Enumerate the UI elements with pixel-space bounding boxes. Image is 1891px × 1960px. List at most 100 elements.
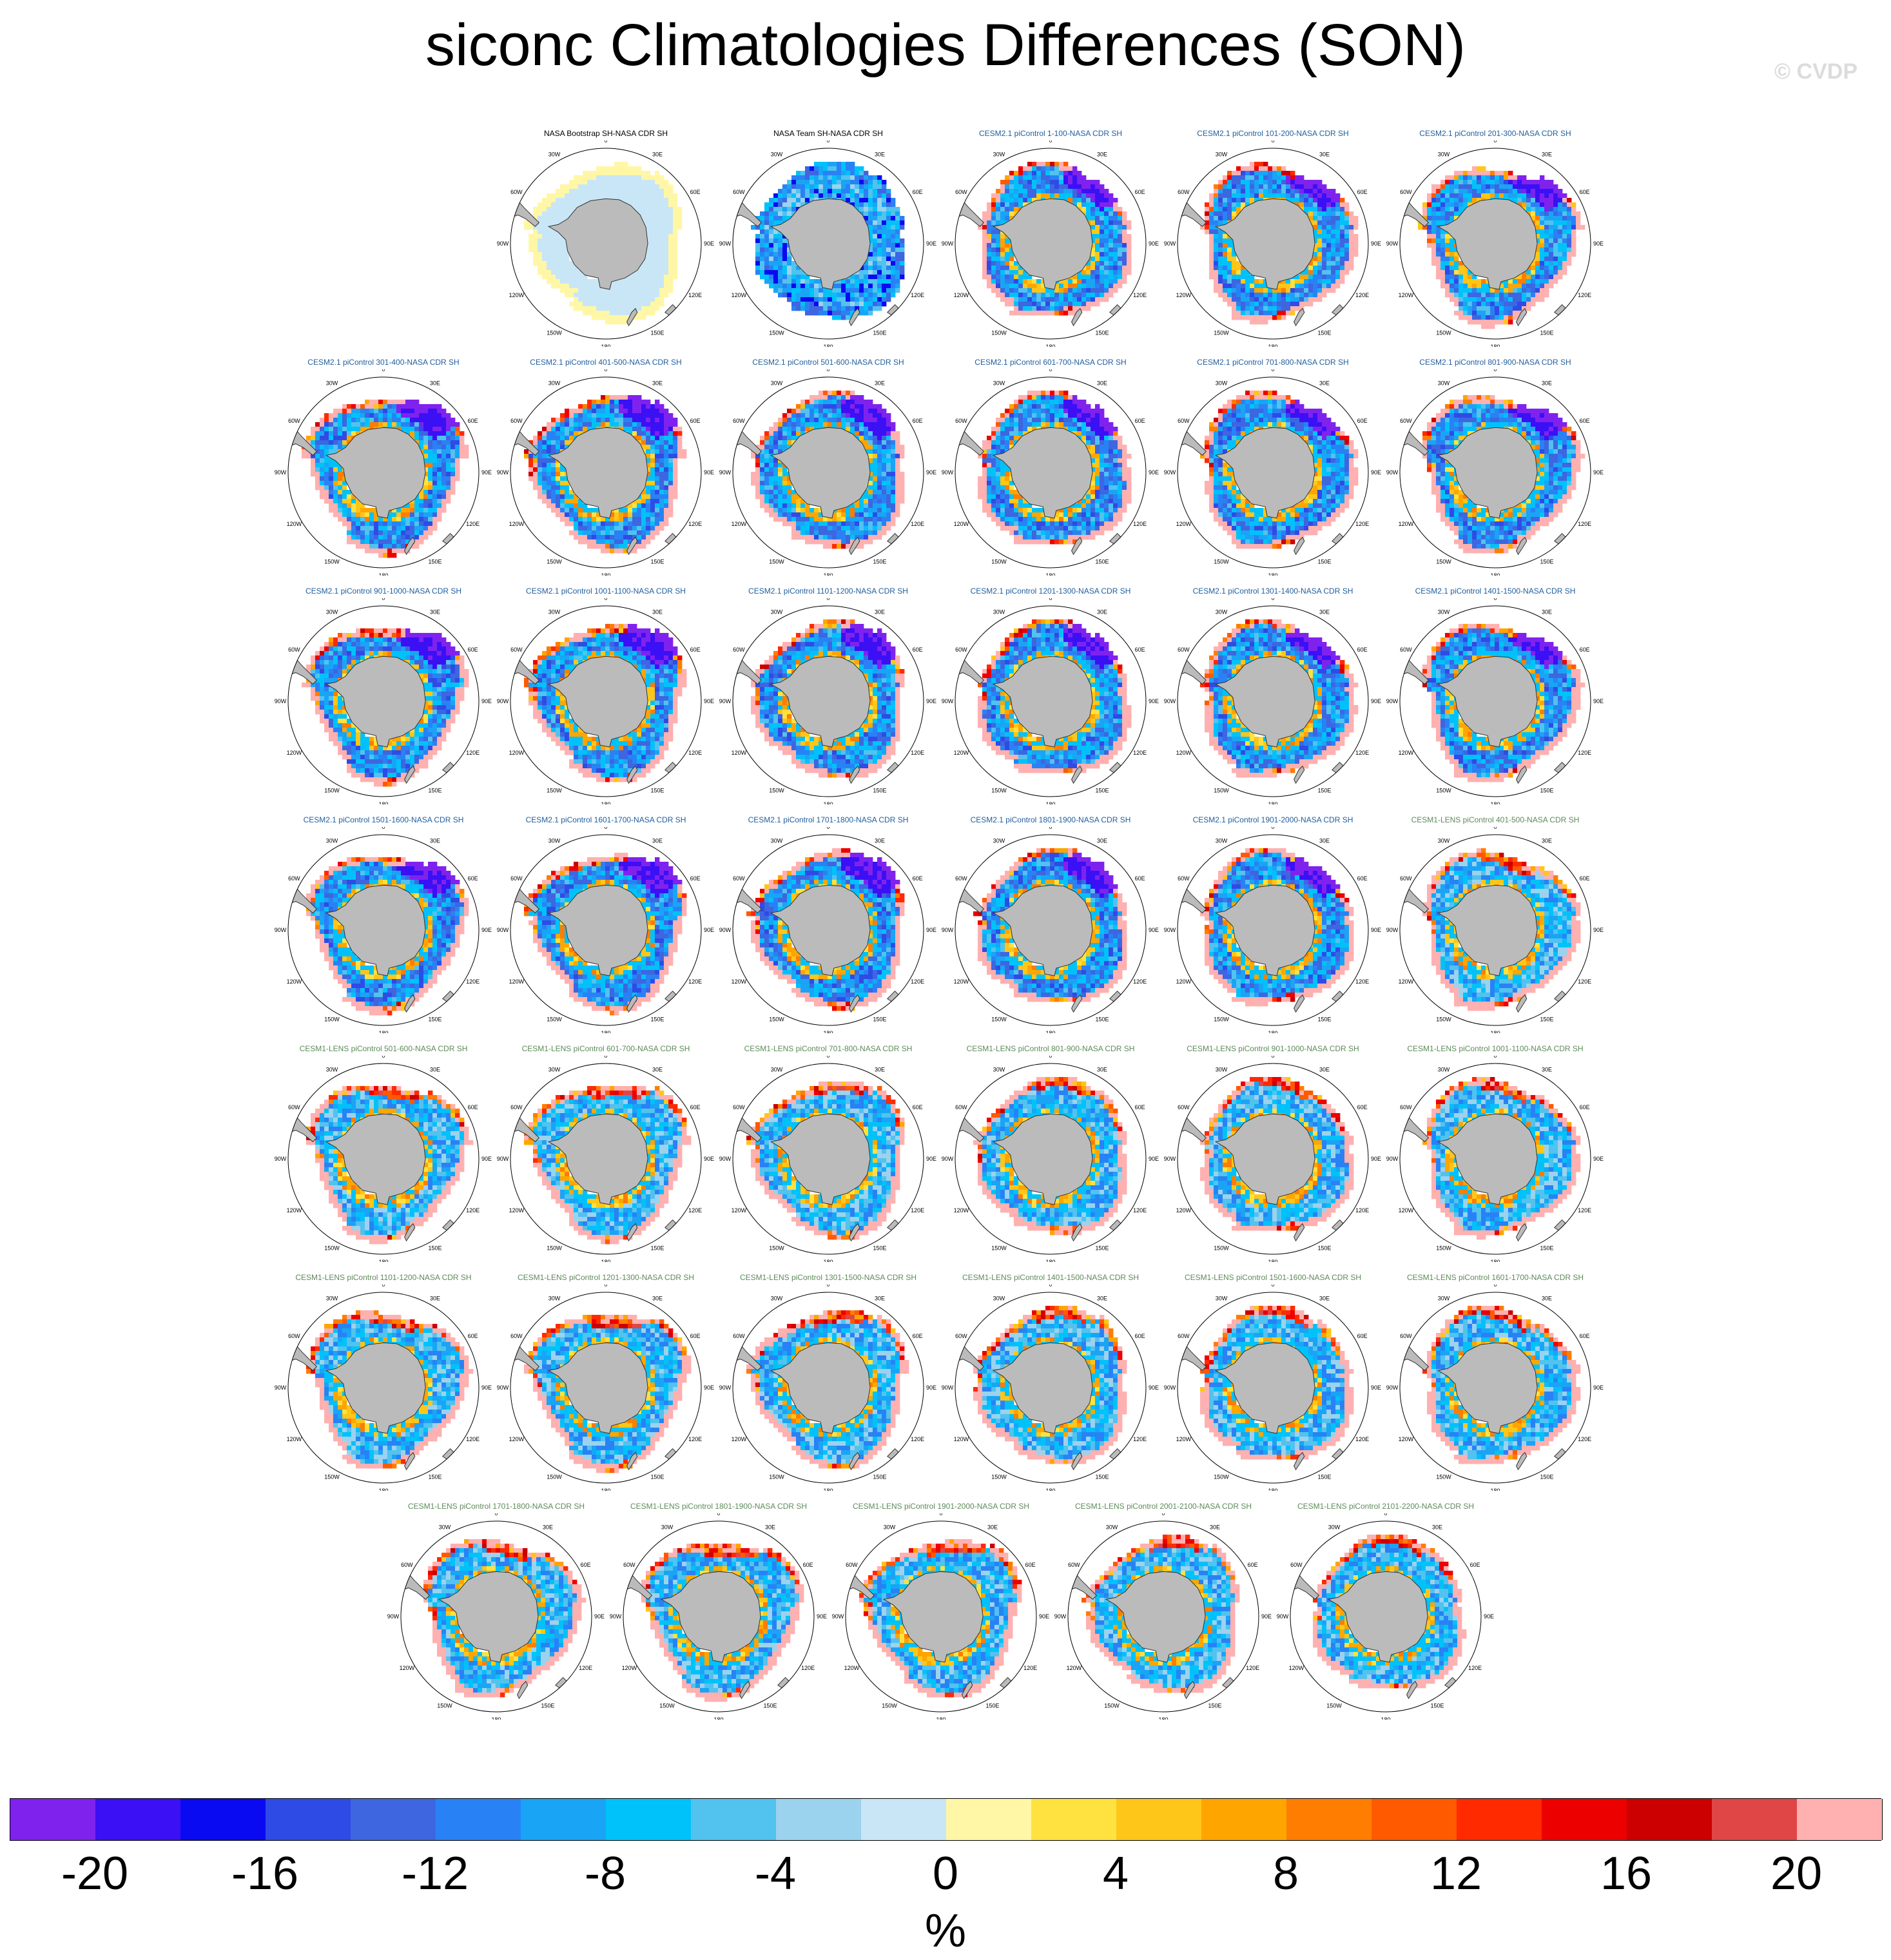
ice-cell (446, 494, 451, 500)
ice-cell (374, 517, 379, 522)
ice-cell (374, 539, 379, 545)
ice-cell (1214, 189, 1219, 194)
ice-cell (1495, 293, 1500, 298)
ice-cell (338, 512, 343, 518)
ice-cell (877, 288, 882, 293)
ice-cell (455, 431, 460, 436)
ice-cell (451, 454, 456, 459)
ice-cell (1113, 238, 1118, 244)
ice-cell (1250, 162, 1255, 167)
ice-cell (565, 503, 570, 509)
ice-cell (338, 427, 343, 432)
ice-cell (423, 472, 429, 477)
ice-cell (1245, 297, 1250, 302)
ice-cell (1014, 207, 1019, 212)
ice-cell (855, 297, 860, 302)
ice-cell (338, 472, 343, 477)
ice-cell (1005, 302, 1010, 307)
ice-cell (619, 315, 624, 320)
ice-cell (592, 508, 597, 513)
ice-cell (565, 275, 570, 280)
ice-cell (342, 436, 347, 441)
ice-cell (1236, 171, 1241, 176)
ice-cell (641, 293, 646, 298)
ice-cell (1431, 238, 1437, 244)
ice-cell (991, 198, 996, 203)
longitude-label: 60E (1357, 189, 1368, 195)
ice-cell (1032, 302, 1037, 307)
ice-cell (1440, 238, 1446, 244)
ice-cell (1331, 270, 1336, 275)
ice-cell (423, 467, 429, 472)
ice-cell (1036, 279, 1042, 284)
ice-cell (1468, 306, 1473, 311)
ice-cell (578, 189, 583, 194)
ice-cell (1508, 311, 1513, 316)
ice-cell (1005, 216, 1010, 221)
ice-cell (623, 395, 628, 400)
ice-cell (542, 252, 547, 257)
ice-cell (655, 512, 660, 518)
ice-cell (1254, 293, 1259, 298)
ice-cell (1290, 297, 1295, 302)
ice-cell (1113, 211, 1118, 217)
ice-cell (333, 494, 338, 500)
ice-cell (1535, 180, 1540, 185)
ice-cell (1209, 261, 1214, 266)
ice-cell (1095, 297, 1100, 302)
ice-cell (646, 490, 651, 495)
ice-cell (991, 220, 996, 226)
ice-cell (1009, 288, 1014, 293)
ice-cell (655, 243, 660, 248)
ice-cell (796, 284, 801, 289)
ice-cell (1535, 252, 1540, 257)
ice-cell (587, 180, 592, 185)
ice-cell (1522, 293, 1527, 298)
ice-cell (1218, 252, 1223, 257)
ice-cell (1063, 311, 1069, 316)
ice-cell (1422, 207, 1428, 212)
ice-cell (764, 220, 770, 226)
ice-cell (405, 521, 411, 527)
ice-cell (551, 467, 556, 472)
ice-cell (864, 184, 869, 189)
ice-cell (632, 180, 637, 185)
ice-cell (1549, 270, 1554, 275)
ice-cell (760, 238, 765, 244)
ice-cell (1113, 220, 1118, 226)
ice-cell (378, 553, 383, 558)
ice-cell (773, 252, 779, 257)
ice-cell (533, 485, 538, 490)
ice-cell (778, 220, 783, 226)
ice-cell (574, 499, 579, 504)
ice-cell (578, 499, 583, 504)
ice-cell (610, 521, 615, 527)
ice-cell (533, 207, 538, 212)
ice-cell (1223, 216, 1228, 221)
ice-cell (369, 400, 374, 405)
ice-cell (583, 526, 588, 531)
ice-cell (1286, 288, 1291, 293)
ice-cell (778, 216, 783, 221)
ice-cell (855, 180, 860, 185)
ice-cell (587, 539, 592, 545)
ice-cell (1036, 302, 1042, 307)
ice-cell (1245, 279, 1250, 284)
ice-cell (1440, 266, 1446, 271)
ice-cell (1477, 293, 1482, 298)
ice-cell (1553, 189, 1558, 194)
ice-cell (668, 247, 674, 253)
ice-cell (437, 490, 442, 495)
ice-cell (1000, 180, 1005, 185)
ice-cell (1118, 270, 1123, 275)
ice-cell (1272, 184, 1277, 189)
ice-cell (392, 544, 397, 549)
ice-cell (673, 211, 678, 217)
ice-cell (533, 472, 538, 477)
ice-cell (991, 247, 996, 253)
ice-cell (659, 261, 664, 266)
ice-cell (1486, 315, 1491, 320)
ice-cell (655, 476, 660, 481)
ice-cell (1322, 275, 1327, 280)
ice-cell (877, 175, 882, 180)
